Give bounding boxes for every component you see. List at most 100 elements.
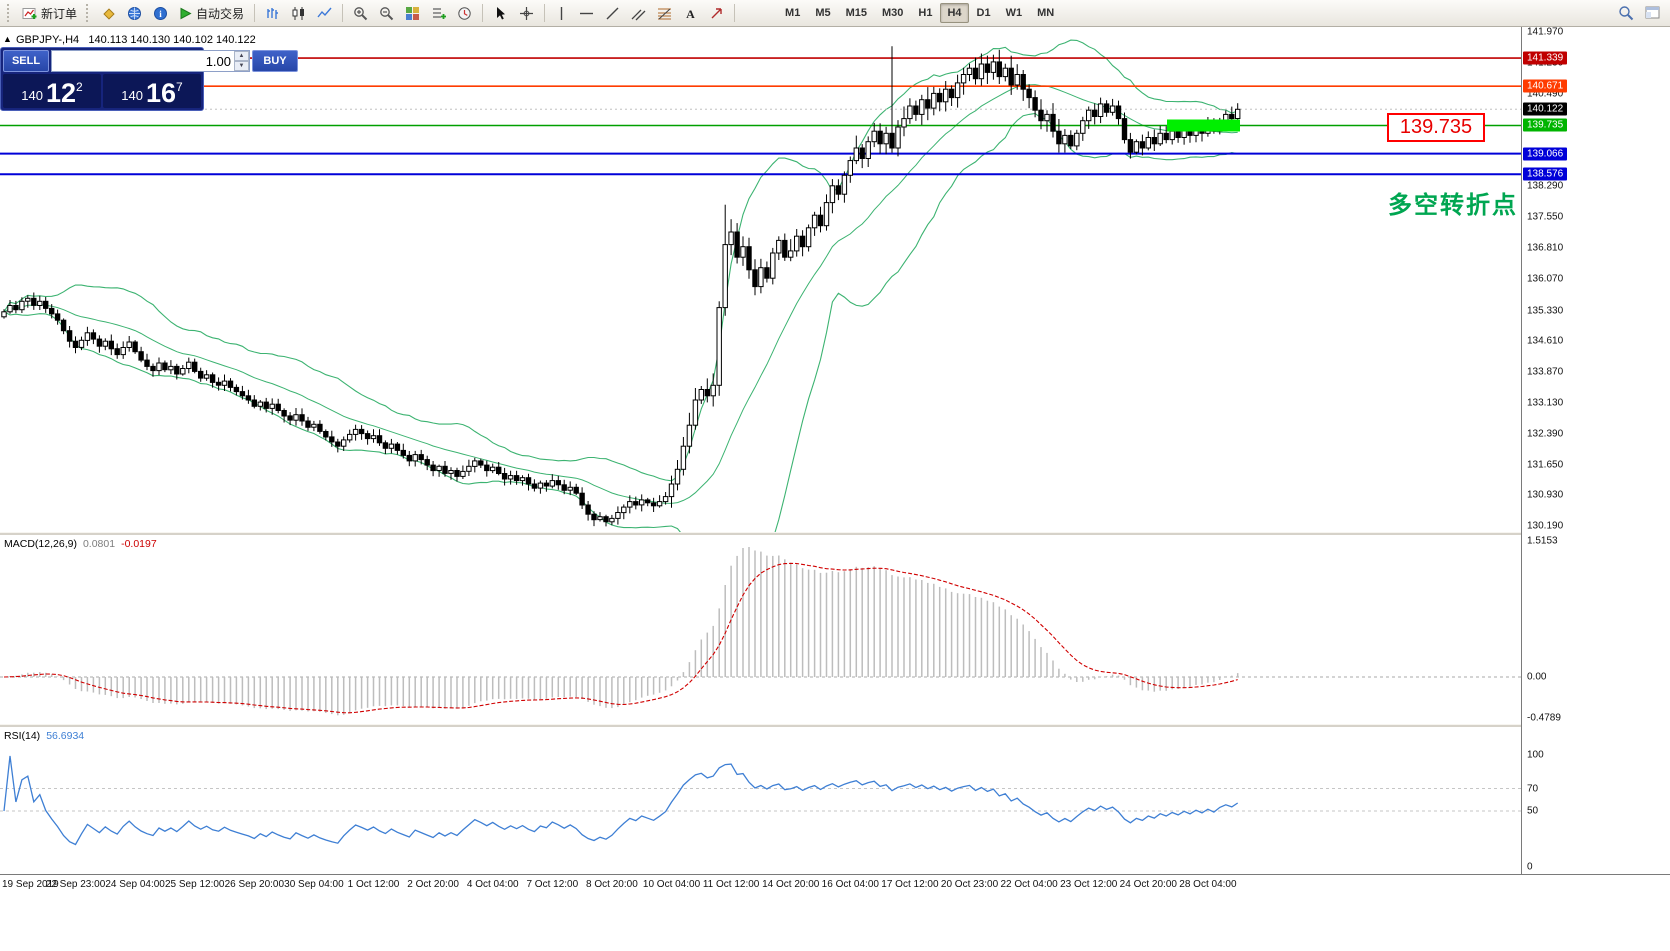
zoom-in-icon[interactable] bbox=[348, 2, 373, 24]
tile-windows-icon[interactable] bbox=[400, 2, 425, 24]
timeframe-mn[interactable]: MN bbox=[1030, 3, 1061, 23]
rsi-axis-100: 100 bbox=[1527, 749, 1544, 761]
buy-price-point: 7 bbox=[176, 80, 183, 94]
price-callout-box[interactable]: 139.735 bbox=[1387, 113, 1485, 142]
horizontal-line-tool-icon[interactable] bbox=[574, 2, 599, 24]
vertical-line-tool-icon[interactable] bbox=[550, 2, 573, 24]
ohlc-toggle-icon[interactable]: ▲ bbox=[3, 34, 12, 44]
crosshair-icon[interactable] bbox=[514, 2, 539, 24]
channel-tool-icon[interactable] bbox=[626, 2, 651, 24]
buy-price-integer: 140 bbox=[121, 88, 143, 103]
autotrading-play-icon bbox=[179, 7, 192, 20]
buy-button[interactable]: BUY bbox=[252, 50, 298, 72]
price-label-139.066: 139.066 bbox=[1523, 147, 1568, 161]
symbol-ohlc-header: GBPJPY-,H4 140.113 140.130 140.102 140.1… bbox=[16, 34, 256, 46]
macd-header: MACD(12,26,9) 0.0801 -0.0197 bbox=[4, 538, 157, 550]
price-tick-138.290: 138.290 bbox=[1527, 180, 1564, 192]
price-tick-133.130: 133.130 bbox=[1527, 397, 1564, 409]
autotrading-button[interactable]: 自动交易 bbox=[174, 2, 249, 24]
time-label-13: 11 Oct 12:00 bbox=[702, 879, 760, 890]
candlestick-icon[interactable] bbox=[286, 2, 311, 24]
time-label-6: 30 Sep 04:00 bbox=[284, 879, 344, 890]
favorites-icon[interactable] bbox=[96, 2, 121, 24]
rsi-value: 56.6934 bbox=[46, 730, 85, 742]
chart-annotation-text[interactable]: 多空转折点 bbox=[1388, 192, 1518, 219]
time-axis[interactable]: 19 Sep 2019 22 Sep 23:00 24 Sep 04:00 25 Se… bbox=[0, 874, 1670, 895]
time-label-11: 8 Oct 20:00 bbox=[586, 879, 638, 890]
timeframe-m15[interactable]: M15 bbox=[839, 3, 874, 23]
timeframe-m30[interactable]: M30 bbox=[875, 3, 910, 23]
chart-panel[interactable]: ▲ GBPJPY-,H4 140.113 140.130 140.102 140… bbox=[0, 27, 1521, 532]
volume-up-button[interactable]: ▲ bbox=[234, 51, 249, 61]
fibonacci-tool-icon[interactable] bbox=[652, 2, 677, 24]
time-label-5: 26 Sep 20:00 bbox=[224, 879, 285, 890]
timeframe-toolbar: M1 M5 M15 M30 H1 H4 D1 W1 MN bbox=[778, 3, 1061, 23]
toolbar-separator-3 bbox=[482, 4, 484, 22]
indicators-list-icon[interactable] bbox=[426, 2, 451, 24]
info-icon[interactable]: i bbox=[148, 2, 173, 24]
chart-canvas[interactable] bbox=[0, 27, 1521, 532]
price-tick-130.190: 130.190 bbox=[1527, 520, 1564, 532]
macd-main-value: 0.0801 bbox=[82, 538, 116, 550]
sell-price-point: 2 bbox=[76, 80, 83, 94]
time-label-17: 20 Oct 23:00 bbox=[940, 879, 999, 890]
macd-signal-value: -0.0197 bbox=[121, 538, 157, 550]
profiles-icon[interactable] bbox=[122, 2, 147, 24]
sell-price-display[interactable]: 140 12 2 bbox=[3, 74, 101, 108]
sell-price-integer: 140 bbox=[21, 88, 43, 103]
price-label-140.671: 140.671 bbox=[1523, 79, 1568, 93]
cursor-icon[interactable] bbox=[488, 2, 513, 24]
price-tick-135.330: 135.330 bbox=[1527, 305, 1564, 316]
time-label-14: 14 Oct 20:00 bbox=[762, 879, 820, 890]
sell-button[interactable]: SELL bbox=[3, 50, 49, 72]
svg-text:A: A bbox=[686, 7, 695, 21]
toolbar-grip[interactable] bbox=[7, 4, 13, 22]
macd-axis--0.4789: -0.4789 bbox=[1527, 712, 1561, 724]
rsi-axis-0: 0 bbox=[1527, 861, 1533, 873]
timeframe-h4[interactable]: H4 bbox=[940, 3, 969, 23]
zoom-out-icon[interactable] bbox=[374, 2, 399, 24]
price-tick-131.650: 131.650 bbox=[1527, 459, 1564, 471]
timeframe-m1[interactable]: M1 bbox=[778, 3, 807, 23]
new-order-button[interactable]: 新订单 bbox=[17, 2, 82, 24]
price-tick-136.810: 136.810 bbox=[1527, 242, 1564, 254]
time-label-20: 24 Oct 20:00 bbox=[1119, 879, 1177, 890]
macd-panel[interactable]: MACD(12,26,9) 0.0801 -0.0197 bbox=[0, 535, 1521, 724]
timeframe-w1[interactable]: W1 bbox=[999, 3, 1030, 23]
trendline-tool-icon[interactable] bbox=[600, 2, 625, 24]
price-tick-137.550: 137.550 bbox=[1527, 211, 1564, 223]
toolbar-grip-2[interactable] bbox=[86, 4, 92, 22]
price-tick-141.970: 141.970 bbox=[1527, 26, 1564, 38]
main-toolbar: 新订单 i 自动交易 A M1 M5 M15 M30 H1 H4 D1 W1 MN bbox=[0, 0, 1670, 27]
price-label-139.735: 139.735 bbox=[1523, 118, 1568, 132]
volume-down-button[interactable]: ▼ bbox=[234, 61, 249, 71]
time-label-21: 28 Oct 04:00 bbox=[1179, 879, 1237, 890]
price-tick-136.070: 136.070 bbox=[1527, 273, 1564, 285]
rsi-panel[interactable]: RSI(14) 56.6934 bbox=[0, 727, 1521, 874]
macd-axis-1.5153: 1.5153 bbox=[1527, 535, 1558, 547]
text-tool-icon[interactable]: A bbox=[678, 2, 703, 24]
price-label-138.576: 138.576 bbox=[1523, 167, 1568, 181]
bar-chart-icon[interactable] bbox=[260, 2, 285, 24]
macd-canvas bbox=[0, 547, 1521, 716]
macd-name: MACD(12,26,9) bbox=[4, 538, 77, 550]
timeframe-d1[interactable]: D1 bbox=[970, 3, 998, 23]
timeframe-m5[interactable]: M5 bbox=[808, 3, 837, 23]
rsi-axis-50: 50 bbox=[1527, 805, 1539, 817]
price-tick-134.610: 134.610 bbox=[1527, 335, 1564, 347]
panels-icon[interactable] bbox=[1640, 2, 1666, 24]
rsi-axis-70: 70 bbox=[1527, 783, 1539, 795]
new-order-label: 新订单 bbox=[41, 6, 78, 21]
toolbar-separator-4 bbox=[544, 4, 546, 22]
search-icon[interactable] bbox=[1613, 2, 1639, 24]
rsi-header: RSI(14) 56.6934 bbox=[4, 730, 84, 742]
price-axis[interactable]: 141.970141.230140.490139.750139.010138.2… bbox=[1521, 26, 1670, 874]
volume-input[interactable] bbox=[52, 51, 234, 71]
buy-price-display[interactable]: 140 16 7 bbox=[103, 74, 201, 108]
time-label-15: 16 Oct 04:00 bbox=[821, 879, 879, 890]
line-chart-icon[interactable] bbox=[312, 2, 337, 24]
timeframe-h1[interactable]: H1 bbox=[911, 3, 939, 23]
periods-clock-icon[interactable] bbox=[452, 2, 477, 24]
arrows-tool-icon[interactable] bbox=[704, 2, 729, 24]
